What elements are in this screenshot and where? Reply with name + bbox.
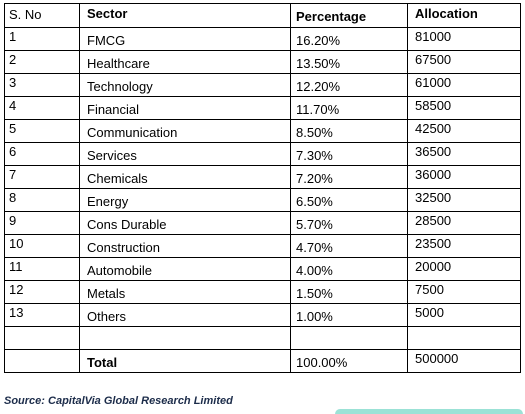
cell-sno: 11	[4, 257, 80, 281]
cell-sno	[4, 349, 80, 373]
table-row: 12 Metals 1.50% 7500	[4, 280, 521, 304]
header-allocation: Allocation	[407, 3, 521, 28]
cell-percentage: 4.70%	[290, 234, 408, 258]
table-row	[4, 326, 521, 350]
cell-sector: Construction	[79, 234, 291, 258]
cell-allocation: 500000	[407, 349, 521, 373]
cell-sector: Total	[79, 349, 291, 373]
cell-percentage: 13.50%	[290, 50, 408, 74]
cell-allocation: 28500	[407, 211, 521, 235]
cell-percentage: 4.00%	[290, 257, 408, 281]
cell-allocation: 36000	[407, 165, 521, 189]
table-row: 9 Cons Durable 5.70% 28500	[4, 211, 521, 235]
cell-sector: Chemicals	[79, 165, 291, 189]
cell-allocation: 58500	[407, 96, 521, 120]
cell-sno: 3	[4, 73, 80, 97]
table-row: 4 Financial 11.70% 58500	[4, 96, 521, 120]
table-row: 1 FMCG 16.20% 81000	[4, 27, 521, 51]
cell-allocation: 36500	[407, 142, 521, 166]
cell-sno: 10	[4, 234, 80, 258]
cell-percentage: 7.20%	[290, 165, 408, 189]
cell-sector: Services	[79, 142, 291, 166]
cell-percentage: 6.50%	[290, 188, 408, 212]
cell-sector: Others	[79, 303, 291, 327]
cell-percentage	[290, 326, 408, 350]
cell-allocation: 5000	[407, 303, 521, 327]
table-row: 8 Energy 6.50% 32500	[4, 188, 521, 212]
table-row: 2 Healthcare 13.50% 67500	[4, 50, 521, 74]
cell-percentage: 12.20%	[290, 73, 408, 97]
cell-percentage: 5.70%	[290, 211, 408, 235]
cell-sno: 6	[4, 142, 80, 166]
cell-sno: 13	[4, 303, 80, 327]
header-sno: S. No	[4, 3, 80, 28]
cell-allocation	[407, 326, 521, 350]
cell-sno: 7	[4, 165, 80, 189]
cell-sector: Communication	[79, 119, 291, 143]
header-percentage: Percentage	[290, 3, 408, 28]
table-row: 11 Automobile 4.00% 20000	[4, 257, 521, 281]
cell-sno	[4, 326, 80, 350]
header-sector: Sector	[79, 3, 291, 28]
cell-percentage: 8.50%	[290, 119, 408, 143]
cell-allocation: 61000	[407, 73, 521, 97]
table-row: 13 Others 1.00% 5000	[4, 303, 521, 327]
cell-allocation: 7500	[407, 280, 521, 304]
sector-allocation-table: S. No Sector Percentage Allocation 1 FMCG…	[4, 3, 521, 373]
table-row: 10 Construction 4.70% 23500	[4, 234, 521, 258]
table-row: 5 Communication 8.50% 42500	[4, 119, 521, 143]
cell-allocation: 23500	[407, 234, 521, 258]
cell-allocation: 67500	[407, 50, 521, 74]
header-row: S. No Sector Percentage Allocation	[4, 3, 521, 28]
total-row: Total 100.00% 500000	[4, 349, 521, 373]
cell-sector: Cons Durable	[79, 211, 291, 235]
cell-percentage: 7.30%	[290, 142, 408, 166]
table-row: 6 Services 7.30% 36500	[4, 142, 521, 166]
cell-allocation: 20000	[407, 257, 521, 281]
cell-percentage: 1.50%	[290, 280, 408, 304]
cell-sno: 8	[4, 188, 80, 212]
cell-sno: 12	[4, 280, 80, 304]
cell-allocation: 42500	[407, 119, 521, 143]
cell-sector: Automobile	[79, 257, 291, 281]
cell-percentage: 100.00%	[290, 349, 408, 373]
cell-sno: 5	[4, 119, 80, 143]
cell-percentage: 1.00%	[290, 303, 408, 327]
cell-allocation: 32500	[407, 188, 521, 212]
cell-sector: Metals	[79, 280, 291, 304]
source-note: Source: CapitalVia Global Research Limit…	[4, 395, 233, 407]
table-row: 7 Chemicals 7.20% 36000	[4, 165, 521, 189]
cell-sno: 4	[4, 96, 80, 120]
table-row: 3 Technology 12.20% 61000	[4, 73, 521, 97]
cell-sector: FMCG	[79, 27, 291, 51]
cell-sector: Financial	[79, 96, 291, 120]
cell-sector	[79, 326, 291, 350]
cell-sno: 2	[4, 50, 80, 74]
cell-sno: 1	[4, 27, 80, 51]
cell-sector: Technology	[79, 73, 291, 97]
cell-allocation: 81000	[407, 27, 521, 51]
table-body: S. No Sector Percentage Allocation 1 FMCG…	[4, 3, 521, 373]
cell-percentage: 11.70%	[290, 96, 408, 120]
accent-bar	[335, 409, 523, 414]
cell-sno: 9	[4, 211, 80, 235]
cell-sector: Healthcare	[79, 50, 291, 74]
cell-percentage: 16.20%	[290, 27, 408, 51]
cell-sector: Energy	[79, 188, 291, 212]
